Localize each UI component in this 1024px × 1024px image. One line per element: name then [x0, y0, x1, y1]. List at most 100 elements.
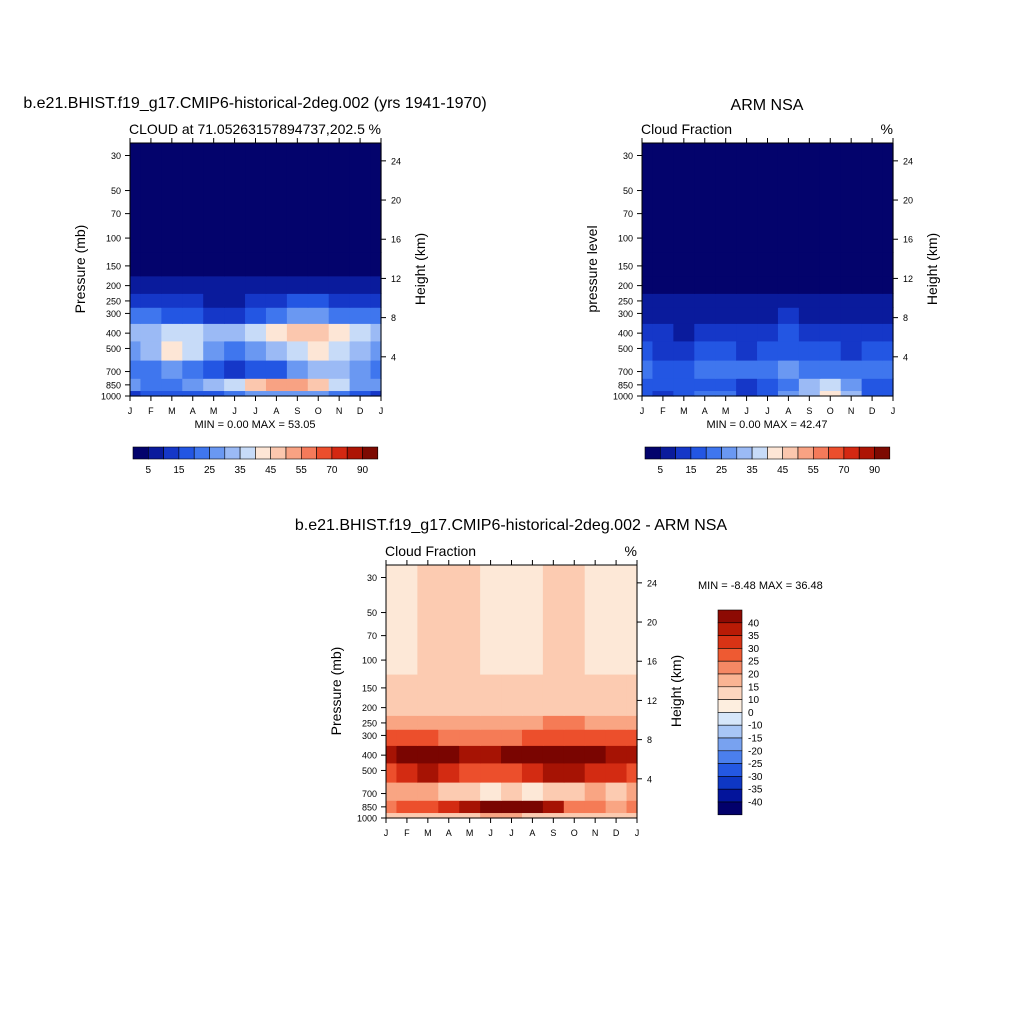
heatmap-cell: [777, 275, 800, 294]
heatmap-cell: [694, 307, 716, 324]
heatmap-cell: [328, 307, 351, 324]
y-right-tick-label: 8: [391, 313, 396, 323]
heatmap-cell: [861, 360, 884, 379]
heatmap-cell: [386, 715, 398, 730]
heatmap-cell: [798, 323, 821, 342]
colorbar-label: 0: [748, 708, 754, 719]
heatmap-cell: [673, 360, 695, 379]
y-right-tick-label: 24: [391, 156, 401, 166]
heatmap-cell: [861, 275, 884, 294]
heatmap-cell: [882, 340, 894, 361]
heatmap-cell: [161, 307, 183, 324]
colorbar-label: 5: [146, 465, 152, 476]
heatmap-cell: [245, 360, 267, 379]
heatmap-cell: [161, 323, 183, 342]
heatmap-cell: [715, 378, 737, 392]
heatmap-cell: [819, 307, 842, 324]
panel-left-string: Cloud Fraction: [641, 121, 732, 137]
heatmap-cell: [542, 745, 565, 764]
heatmap-cell: [584, 782, 607, 801]
heatmap-cell: [563, 745, 586, 764]
heatmap-cell: [459, 697, 481, 716]
y-tick-label: 500: [106, 344, 121, 354]
heatmap-cell: [626, 697, 638, 716]
heatmap-cell: [370, 340, 382, 361]
heatmap-cell: [584, 673, 607, 699]
heatmap-cell: [130, 307, 142, 324]
colorbar-swatch: [717, 699, 743, 713]
heatmap-cell: [542, 812, 565, 819]
colorbar-swatch: [705, 446, 722, 460]
heatmap-cell: [224, 323, 246, 342]
heatmap-cell: [542, 782, 565, 801]
heatmap-cell: [542, 697, 565, 716]
heatmap-cell: [396, 715, 418, 730]
heatmap-cell: [563, 697, 586, 716]
heatmap-cell: [245, 293, 267, 308]
heatmap-cell: [286, 340, 309, 361]
heatmap-cell: [417, 745, 439, 764]
y-right-tick-label: 12: [391, 274, 401, 284]
heatmap-cell: [798, 360, 821, 379]
x-tick-label: S: [806, 406, 812, 416]
heatmap-cell: [307, 143, 330, 253]
heatmap-cell: [224, 143, 246, 253]
x-tick-label: F: [404, 828, 410, 838]
heatmap-cell: [501, 745, 523, 764]
heatmap-cell: [396, 729, 418, 746]
colorbar-label: 35: [235, 465, 247, 476]
heatmap-cell: [224, 340, 246, 361]
heatmap-cell: [224, 390, 246, 397]
heatmap-cell: [840, 307, 863, 324]
colorbar-swatch: [843, 446, 860, 460]
heatmap-cell: [521, 565, 544, 675]
y-tick-label: 700: [362, 789, 377, 799]
heatmap-cell: [182, 275, 204, 294]
heatmap-cell: [224, 378, 246, 392]
heatmap-cell: [140, 378, 162, 392]
colorbar-swatch: [659, 446, 676, 460]
colorbar-swatch: [362, 446, 379, 460]
heatmap-cell: [652, 323, 674, 342]
heatmap-cell: [882, 251, 894, 277]
y-right-tick-label: 20: [391, 196, 401, 206]
heatmap-cell: [130, 251, 142, 277]
heatmap-cell: [396, 800, 418, 814]
colorbar-swatch: [193, 446, 210, 460]
heatmap-cell: [386, 673, 398, 699]
x-tick-label: O: [315, 406, 322, 416]
heatmap-cell: [396, 745, 418, 764]
heatmap-cell: [736, 143, 758, 253]
y-right-tick-label: 8: [647, 735, 652, 745]
heatmap-cell: [286, 143, 309, 253]
heatmap-plot: 30 50 70 100 150 200 250 300 400 500 700 850 1000 24 2…: [101, 138, 401, 416]
heatmap-cell: [605, 762, 628, 783]
heatmap-cell: [777, 340, 800, 361]
heatmap-cell: [501, 673, 523, 699]
colorbar-swatch: [224, 446, 241, 460]
y-tick-label: 250: [106, 296, 121, 306]
heatmap-cell: [819, 340, 842, 361]
heatmap-cell: [438, 673, 460, 699]
x-tick-label: J: [509, 828, 514, 838]
x-tick-label: A: [446, 828, 452, 838]
heatmap-cell: [882, 378, 894, 392]
heatmap-cell: [501, 715, 523, 730]
heatmap-cell: [265, 307, 288, 324]
y-tick-label: 30: [111, 151, 121, 161]
heatmap-cell: [286, 307, 309, 324]
heatmap-cell: [521, 782, 544, 801]
heatmap-cell: [438, 762, 460, 783]
heatmap-cell: [370, 360, 382, 379]
heatmap-cell: [736, 390, 758, 397]
heatmap-cell: [245, 251, 267, 277]
heatmap-cell: [349, 251, 372, 277]
colorbar-swatch: [717, 763, 743, 777]
heatmap-cell: [819, 275, 842, 294]
heatmap-cell: [370, 293, 382, 308]
heatmap-plot: 30 50 70 100 150 200 250 300 400 500 700 850 1000 24 2…: [357, 560, 657, 838]
y-tick-label: 200: [106, 281, 121, 291]
heatmap-cell: [265, 340, 288, 361]
